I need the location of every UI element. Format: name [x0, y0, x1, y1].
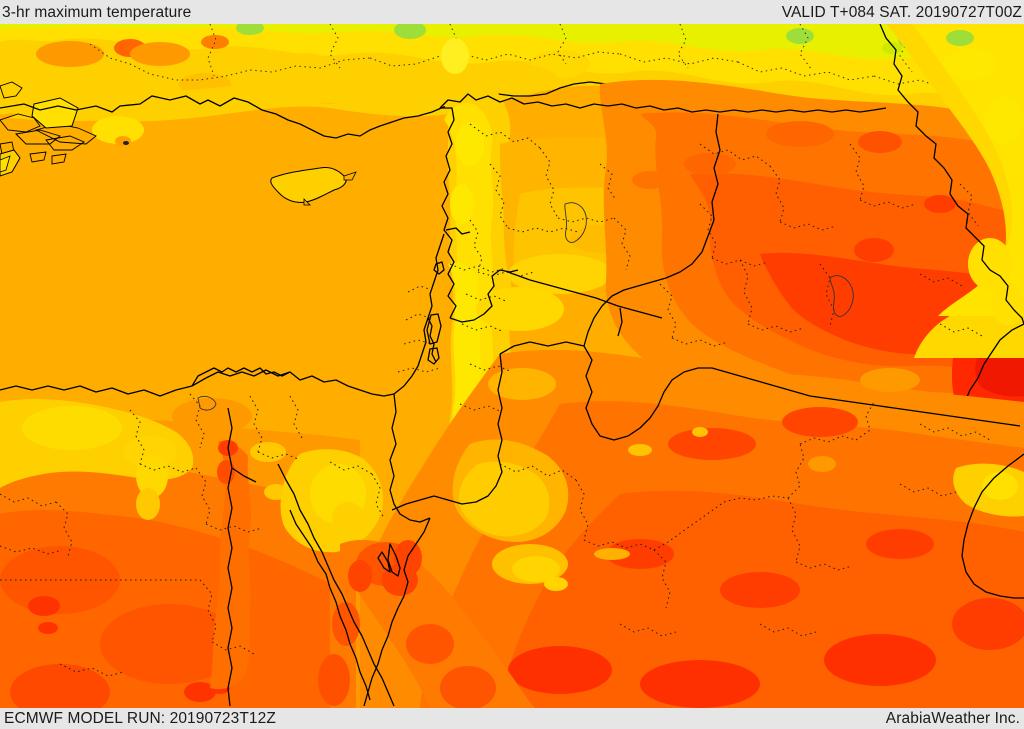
inland-water-features — [197, 202, 854, 411]
cyprus-feature — [270, 167, 357, 206]
sinai-red-sea-zone — [280, 449, 536, 708]
provider-label: ArabiaWeather Inc. — [885, 710, 1020, 727]
province-borders — [0, 123, 991, 677]
rhodes-island — [31, 97, 79, 129]
egypt-fill — [0, 398, 360, 708]
model-run-label: ECMWF MODEL RUN: 20190723T12Z — [4, 710, 276, 727]
header-bar: 3-hr maximum temperature VALID T+084 SAT… — [0, 0, 1024, 24]
iran-border — [879, 24, 1024, 325]
page-title: 3-hr maximum temperature — [2, 4, 192, 21]
saudi-arabia-fill — [330, 349, 1024, 708]
footer-bar: ECMWF MODEL RUN: 20190723T12Z ArabiaWeat… — [0, 708, 1024, 729]
valid-time-label: VALID T+084 SAT. 20190727T00Z — [781, 4, 1022, 21]
temperature-map[interactable] — [0, 24, 1024, 708]
solid-borders — [0, 93, 1021, 707]
map-canvas — [0, 24, 1024, 708]
persian-gulf-coast — [961, 453, 1024, 599]
